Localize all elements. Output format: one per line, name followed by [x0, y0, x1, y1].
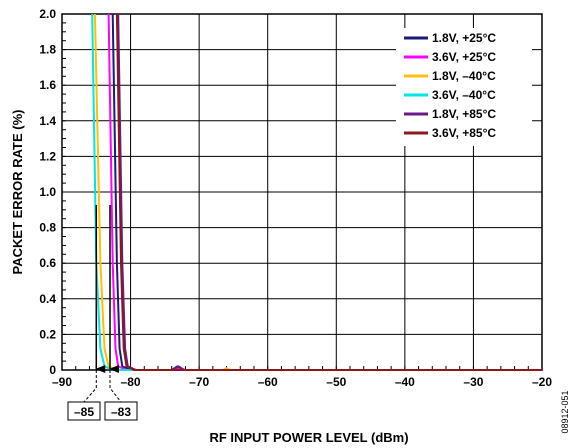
x-tick-label: –60 — [258, 375, 278, 389]
x-tick-label: –70 — [189, 375, 209, 389]
y-tick-labels: 0 0.2 0.4 0.6 0.8 1.0 1.2 1.4 1.6 1.8 2.0 — [39, 7, 56, 377]
y-tick-label: 0.4 — [39, 292, 56, 306]
x-tick-label: –40 — [395, 375, 415, 389]
x-tick-label: –90 — [52, 375, 72, 389]
x-axis-title: RF INPUT POWER LEVEL (dBm) — [209, 430, 408, 445]
figure-id: 08912-051 — [560, 390, 570, 433]
callout-annotations: –85 –83 — [67, 205, 138, 421]
y-tick-label: 0.2 — [39, 327, 56, 341]
callout-box — [67, 401, 101, 421]
y-tick-label: 1.8 — [39, 43, 56, 57]
y-tick-label: 0.8 — [39, 221, 56, 235]
x-tick-label: –50 — [326, 375, 346, 389]
legend-label: 1.8V, +25°C — [432, 31, 496, 45]
callout-box — [104, 401, 138, 421]
series-line-6 — [115, 13, 542, 371]
y-tick-label: 2.0 — [39, 7, 56, 21]
callout-leader — [83, 370, 97, 403]
legend-label: 1.8V, +85°C — [432, 107, 496, 121]
callout-label: –85 — [74, 405, 94, 419]
legend-label: 3.6V, +25°C — [432, 50, 496, 64]
legend-label: 3.6V, +85°C — [432, 126, 496, 140]
y-tick-label: 1.0 — [39, 185, 56, 199]
callout-leader — [109, 370, 122, 403]
x-tick-labels: –90 –80 –70 –60 –50 –40 –30 –20 — [52, 375, 552, 389]
x-tick-label: –20 — [532, 375, 552, 389]
x-tick-label: –80 — [121, 375, 141, 389]
callout-label: –83 — [111, 405, 131, 419]
y-tick-label: 0.6 — [39, 256, 56, 270]
legend-label: 1.8V, –40°C — [432, 69, 496, 83]
y-tick-label: 0 — [49, 363, 56, 377]
x-tick-label: –30 — [463, 375, 483, 389]
y-tick-label: 1.6 — [39, 78, 56, 92]
legend: 1.8V, +25°C 3.6V, +25°C 1.8V, –40°C 3.6V, –… — [396, 28, 532, 146]
y-axis-title: PACKET ERROR RATE (%) — [10, 110, 25, 275]
legend-label: 3.6V, –40°C — [432, 88, 496, 102]
legend-background — [396, 28, 532, 146]
y-tick-label: 1.2 — [39, 149, 56, 163]
y-tick-label: 1.4 — [39, 114, 56, 128]
